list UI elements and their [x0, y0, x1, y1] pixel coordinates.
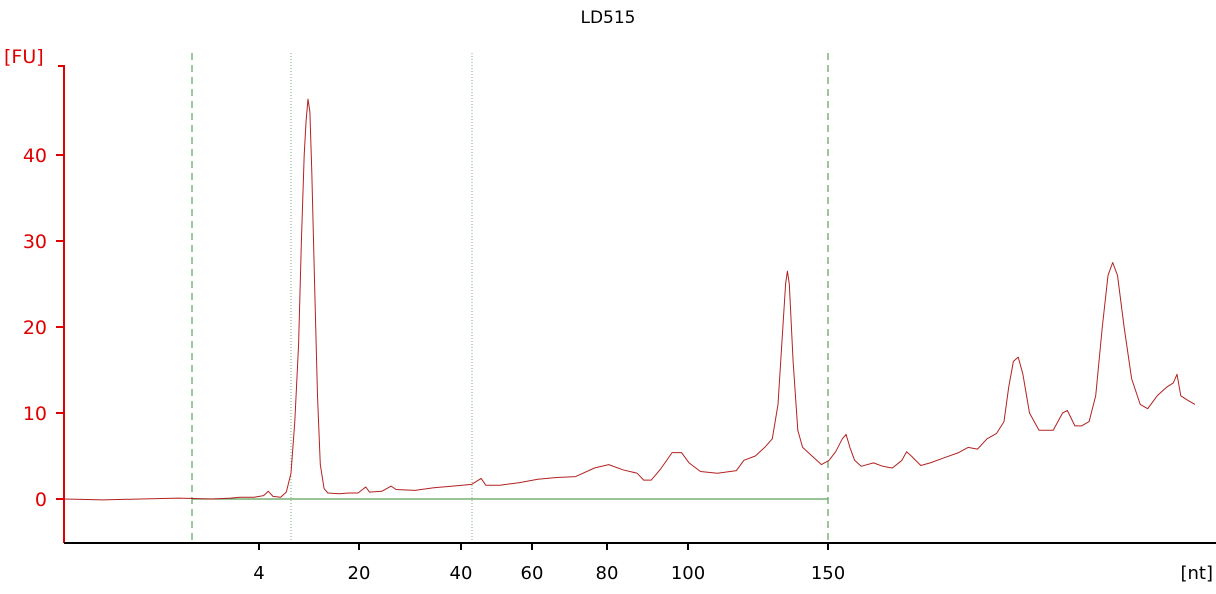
x-tick-label-4: 4: [253, 563, 264, 584]
x-axis-label: [nt]: [1180, 563, 1213, 584]
y-tick-label-40: 40: [23, 145, 47, 167]
x-tick-label-40: 40: [450, 563, 473, 584]
y-tick-label-30: 30: [23, 231, 47, 253]
x-tick-label-60: 60: [521, 563, 544, 584]
y-tick-label-10: 10: [23, 403, 47, 425]
x-tick-label-100: 100: [671, 563, 705, 584]
y-tick-label-20: 20: [23, 317, 47, 339]
y-axis-label: [FU]: [4, 46, 44, 68]
chart-title: LD515: [580, 8, 636, 28]
x-tick-label-80: 80: [596, 563, 619, 584]
trace-line-0: [64, 98, 1196, 501]
y-tick-label-0: 0: [35, 489, 47, 511]
x-tick-label-150: 150: [811, 563, 845, 584]
x-tick-label-20: 20: [348, 563, 371, 584]
